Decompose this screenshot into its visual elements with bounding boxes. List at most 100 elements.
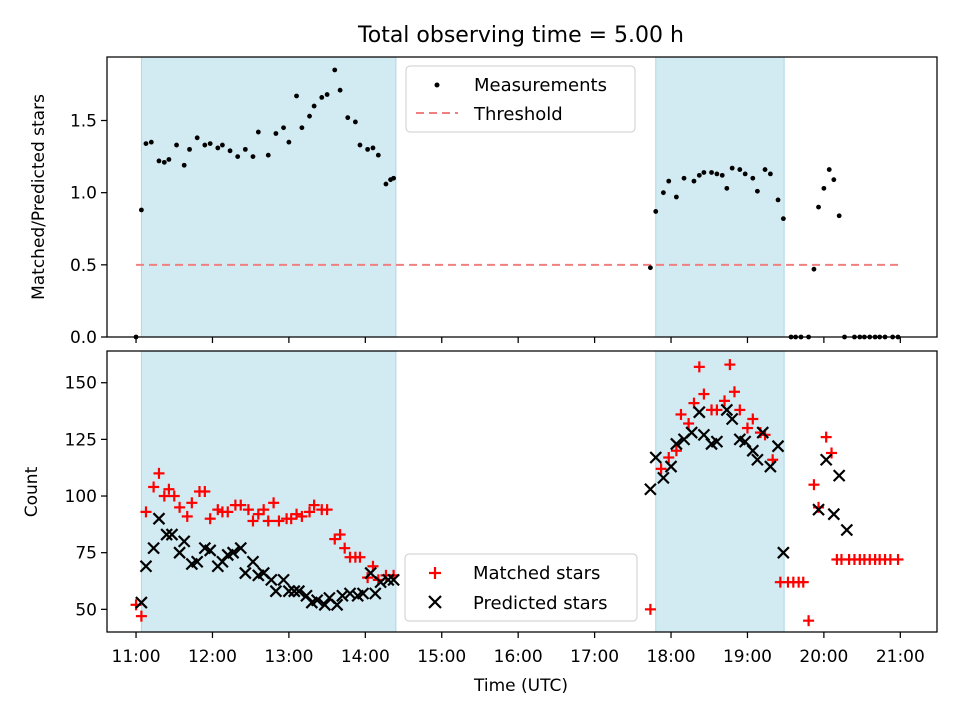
top-chart-title: Total observing time = 5.00 h [357, 23, 684, 48]
y-tick-label: 0.5 [70, 256, 97, 276]
measurement-point [294, 93, 299, 99]
measurement-point [307, 113, 312, 119]
bottom-x-axis-label: Time (UTC) [473, 676, 568, 696]
matched-star-point [204, 513, 216, 525]
matched-star-point [670, 445, 682, 457]
predicted-star-point [832, 469, 846, 482]
x-tick-label: 16:00 [494, 647, 543, 667]
measurement-point [357, 142, 363, 148]
shaded-interval-1 [140, 56, 397, 338]
predicted-star-point [343, 587, 357, 600]
matched-star-point [728, 386, 740, 398]
matched-star-point [698, 388, 710, 400]
matched-star-point [235, 499, 247, 511]
measurement-point [742, 171, 748, 177]
matched-star-point [163, 483, 175, 495]
matched-star-point [741, 422, 753, 434]
predicted-star-point [670, 437, 683, 451]
measurement-point [666, 178, 672, 184]
legend-predicted-label: Predicted stars [473, 593, 607, 614]
matched-star-point [339, 542, 351, 554]
matched-star-point [242, 504, 254, 516]
measurement-point [754, 188, 760, 194]
x-tick-label: 21:00 [876, 647, 925, 667]
predicted-star-point [756, 426, 770, 439]
predicted-star-point [234, 541, 248, 555]
measurement-point [750, 175, 756, 181]
predicted-star-point [226, 546, 240, 559]
x-tick-label: 11:00 [112, 647, 161, 667]
legend-measurements-label: Measurements [474, 75, 607, 96]
matched-star-point [304, 506, 316, 518]
matched-star-point [683, 418, 695, 430]
measurement-point [281, 125, 286, 131]
matched-star-point [711, 404, 723, 416]
measurement-point [383, 181, 389, 187]
measurement-point [826, 167, 832, 172]
measurement-point [762, 167, 768, 172]
matched-star-point [724, 359, 736, 371]
measurement-point [286, 139, 292, 145]
measurement-point [729, 165, 735, 171]
matched-star-point [892, 553, 904, 565]
top-x-axis-ticks [135, 337, 901, 343]
predicted-star-point [269, 584, 283, 598]
measurement-point [345, 115, 351, 121]
predicted-star-point [764, 460, 777, 473]
matched-star-point [663, 452, 675, 464]
predicted-star-point [364, 566, 377, 580]
measurement-point [299, 125, 305, 131]
predicted-star-point [318, 598, 332, 612]
x-tick-label: 14:00 [341, 647, 390, 667]
predicted-star-point [287, 584, 301, 598]
y-tick-label: 75 [75, 544, 97, 564]
measurement-point [250, 154, 256, 159]
predicted-stars-series [135, 403, 854, 612]
legend-matched-label: Matched stars [473, 563, 600, 584]
y-tick-label: 150 [65, 374, 97, 394]
matched-star-point [719, 395, 731, 407]
matched-star-point [222, 506, 234, 518]
predicted-star-point [664, 460, 678, 473]
measurement-point [714, 171, 720, 177]
measurement-point [242, 146, 248, 152]
measurement-point [691, 178, 697, 184]
measurement-point [681, 175, 687, 181]
predicted-star-point [751, 453, 764, 467]
matched-star-point [747, 413, 759, 425]
predicted-star-point [746, 444, 760, 457]
measurement-point [337, 87, 343, 93]
predicted-star-point [840, 523, 854, 537]
predicted-star-point [387, 573, 400, 587]
y-tick-label: 1.0 [70, 184, 97, 204]
predicted-star-point [657, 471, 670, 485]
bottom-y-axis: 50 75 100 125 150 [65, 374, 107, 620]
matched-star-point [199, 486, 211, 497]
measurement-point [375, 152, 381, 158]
matched-star-point [797, 576, 809, 588]
measurement-point [767, 171, 773, 177]
bottom-legend: Matched stars Predicted stars [404, 553, 638, 622]
measurement-point [780, 216, 786, 222]
measurement-point [719, 172, 725, 178]
predicted-star-point [827, 507, 841, 521]
matched-star-point [693, 361, 705, 373]
predicted-star-point [649, 451, 663, 464]
x-tick-label: 18:00 [647, 647, 696, 667]
bottom-y-axis-label: Count [22, 466, 42, 517]
predicted-star-point [374, 575, 387, 589]
top-shaded-intervals [140, 56, 785, 338]
measurement-point [352, 119, 358, 125]
predicted-star-point [777, 546, 790, 559]
predicted-star-point [310, 593, 324, 607]
measurement-point [138, 207, 144, 213]
predicted-star-point [292, 584, 306, 598]
measurement-point [161, 159, 167, 165]
measurement-point [391, 175, 397, 181]
measurement-point [148, 139, 154, 145]
matched-star-point [308, 499, 320, 511]
predicted-star-point [282, 584, 296, 598]
y-tick-label: 1.5 [70, 112, 97, 132]
predicted-star-point [152, 512, 166, 525]
